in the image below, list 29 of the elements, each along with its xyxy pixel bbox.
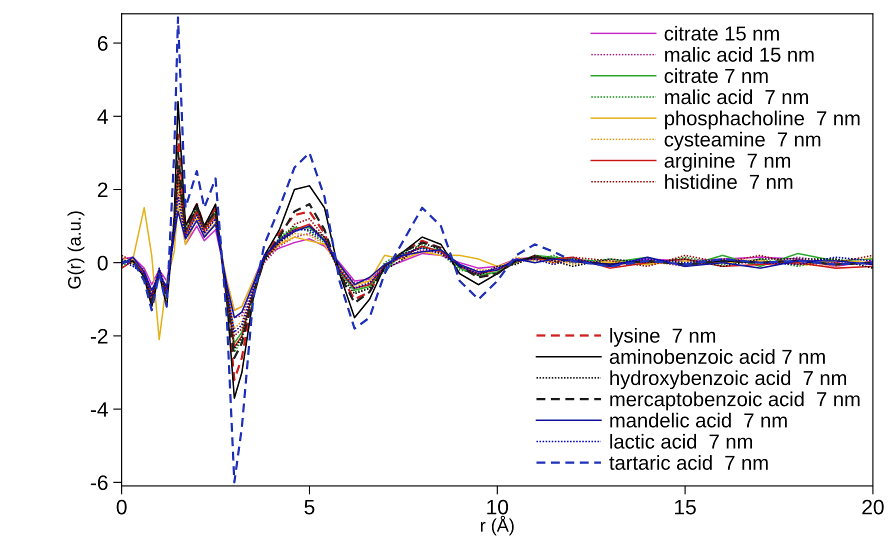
legend-label: citrate 7 nm bbox=[664, 68, 768, 84]
legend-label: phosphacholine 7 nm bbox=[665, 110, 860, 130]
legend-label: mandelic acid 7 nm bbox=[610, 412, 787, 428]
legend-label: hydroxybenzoic acid 7 nm bbox=[610, 370, 846, 390]
x-tick-label: 10 bbox=[487, 500, 508, 514]
x-tick-label: 5 bbox=[304, 500, 314, 514]
legend-label: tartaric acid 7 nm bbox=[609, 455, 768, 470]
legend-label: arginine 7 nm bbox=[664, 153, 790, 172]
legend-label: malic acid 7 nm bbox=[665, 89, 808, 104]
legend-label: aminobenzoic acid 7 nm bbox=[610, 349, 825, 364]
y-tick-label: -4 bbox=[90, 402, 108, 417]
y-tick-label: 0 bbox=[98, 256, 108, 270]
legend-label: cysteamine 7 nm bbox=[664, 132, 820, 151]
y-tick-label: -2 bbox=[90, 328, 108, 344]
y-axis-title: G(r) (a.u.) bbox=[68, 211, 84, 289]
legend-label: lactic acid 7 nm bbox=[610, 434, 752, 449]
y-tick-label: 6 bbox=[98, 36, 108, 51]
x-tick-label: 20 bbox=[862, 500, 884, 514]
legend-label: citrate 15 nm bbox=[664, 26, 779, 41]
legend-label: malic acid 15 nm bbox=[665, 47, 814, 62]
legend-label: histidine 7 nm bbox=[665, 174, 792, 189]
y-tick-label: 4 bbox=[97, 109, 108, 124]
x-tick-label: 15 bbox=[675, 500, 696, 514]
legend-label: mercaptobenzoic acid 7 nm bbox=[610, 392, 860, 410]
x-tick-label: 0 bbox=[116, 500, 127, 514]
y-tick-label: -6 bbox=[90, 475, 108, 490]
y-tick-label: 2 bbox=[98, 182, 108, 198]
x-axis-title: r (Å) bbox=[480, 516, 514, 536]
legend-label: lysine 7 nm bbox=[610, 328, 716, 347]
